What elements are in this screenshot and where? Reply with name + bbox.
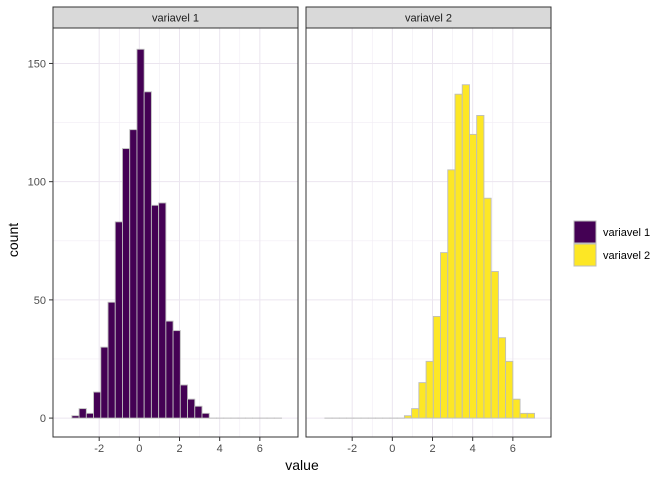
x-tick-label: 2 [429,443,435,455]
legend-key [573,220,597,244]
histogram-bar [194,405,203,419]
histogram-bar [150,204,160,419]
histogram-bar [201,412,210,419]
y-tick-label: 100 [28,177,46,189]
histogram-bar [136,48,145,419]
histogram-bar [519,412,528,419]
histogram-bar [143,91,152,419]
histogram-bar [122,148,131,419]
legend-key [573,243,597,267]
histogram-bar [71,415,80,419]
facet-strip [305,6,552,29]
legend-label: variavel 2 [603,250,650,262]
histogram-bar [497,337,507,419]
y-axis-title: count [5,223,21,257]
histogram-bar [100,346,109,419]
histogram-bar [179,384,188,419]
facet-strip-label: variavel 2 [405,13,452,25]
histogram-bar [461,84,470,419]
histogram-bar [447,169,456,419]
y-tick-label: 50 [34,295,46,307]
x-tick-label: 4 [470,443,476,455]
x-tick-label: 4 [217,443,223,455]
histogram-bar [440,252,449,419]
x-tick-label: 2 [176,443,182,455]
histogram-bar [172,330,181,419]
x-tick-label: 0 [136,443,142,455]
histogram-bar [129,129,138,419]
histogram-bar [165,320,174,419]
histogram-bar [512,398,521,419]
histogram-bar [483,197,492,419]
x-tick-label: 6 [257,443,263,455]
histogram-bar [526,412,535,419]
histogram-bar [158,202,167,419]
histogram-bar [454,93,463,419]
histogram-bar [432,315,441,419]
facet-strip [52,6,299,29]
histogram-bar [403,415,413,419]
histogram-bar [476,115,485,419]
histogram-bar [425,360,434,419]
histogram-bar [411,408,420,419]
histogram-bar [107,301,116,419]
histogram-bar [187,398,196,419]
facet-strip-label: variavel 1 [152,13,199,25]
y-tick-label: 0 [40,413,46,425]
histogram-bar [78,408,87,419]
histogram-bar [490,271,499,419]
histogram-bar [418,382,427,419]
histogram-bar [505,360,514,419]
x-axis-title: value [285,457,319,473]
x-tick-label: -2 [94,443,104,455]
histogram-bar [114,221,123,419]
y-tick-label: 150 [28,58,46,70]
legend-label: variavel 1 [603,227,650,239]
histogram-bar [93,391,102,419]
histogram-bar [85,412,95,419]
histogram-bar [469,133,478,419]
x-tick-label: 6 [510,443,516,455]
x-tick-label: -2 [347,443,357,455]
x-tick-label: 0 [389,443,395,455]
